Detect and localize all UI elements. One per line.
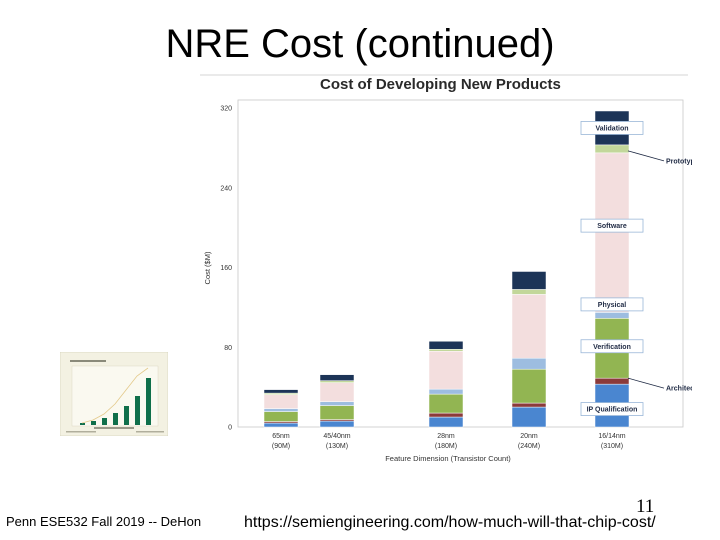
chart-title: Cost of Developing New Products bbox=[320, 76, 561, 93]
callout-label: Verification bbox=[593, 344, 631, 351]
bar-segment-prototype bbox=[511, 289, 547, 295]
callout-box bbox=[580, 297, 644, 312]
x-tick-label: 20nm bbox=[520, 433, 538, 440]
bars bbox=[263, 110, 630, 428]
x-axis-title: Feature Dimension (Transistor Count) bbox=[385, 454, 511, 463]
bar-segment-validation bbox=[428, 341, 464, 350]
callout-pointer bbox=[627, 377, 665, 389]
y-tick-label: 240 bbox=[220, 185, 232, 192]
bar-segment-software bbox=[319, 382, 355, 402]
bar-segment-physical bbox=[263, 408, 299, 412]
callout-label: IP Qualification bbox=[587, 407, 638, 414]
bar-segment-validation bbox=[319, 374, 355, 381]
x-tick-sublabel: (180M) bbox=[435, 443, 457, 450]
callout-label: Prototype bbox=[666, 158, 692, 165]
callout-label: Architecture bbox=[666, 386, 692, 393]
y-tick-label: 80 bbox=[224, 345, 232, 352]
bar-segment-software bbox=[263, 394, 299, 409]
callout-label: Physical bbox=[598, 302, 626, 309]
x-tick-label: 45/40nm bbox=[323, 433, 350, 440]
bar-segment-architecture bbox=[594, 377, 630, 385]
bar-segment-ip_qualification bbox=[511, 406, 547, 428]
bar-segment-physical bbox=[428, 388, 464, 395]
bar-segment-software bbox=[594, 152, 630, 313]
callout-pointer bbox=[627, 150, 665, 162]
slide-number: 11 bbox=[636, 496, 655, 517]
bar-segment-validation bbox=[263, 389, 299, 394]
bar-segment-architecture bbox=[428, 412, 464, 418]
bar-segment-prototype bbox=[428, 348, 464, 352]
bar-segment-physical bbox=[594, 312, 630, 319]
y-tick-label: 0 bbox=[228, 425, 232, 432]
bar-segment-ip_qualification bbox=[428, 416, 464, 428]
footer-course: Penn ESE532 Fall 2019 -- DeHon bbox=[6, 514, 202, 529]
bar-segment-prototype bbox=[594, 144, 630, 154]
y-tick-label: 160 bbox=[220, 265, 232, 272]
x-tick-sublabel: (130M) bbox=[326, 443, 348, 450]
x-tick-sublabel: (310M) bbox=[601, 443, 623, 450]
callout-box bbox=[580, 218, 644, 233]
x-tick-sublabel: (90M) bbox=[272, 443, 290, 450]
x-tick-sublabel: (240M) bbox=[518, 443, 540, 450]
x-tick-label: 28nm bbox=[437, 433, 455, 440]
x-tick-label: 16/14nm bbox=[598, 433, 625, 440]
bar-segment-validation bbox=[511, 271, 547, 290]
bar-segment-architecture bbox=[511, 402, 547, 408]
x-tick-label: 65nm bbox=[272, 433, 290, 440]
callout-box bbox=[580, 339, 644, 354]
bar-segment-verification bbox=[428, 393, 464, 414]
x-axis: 65nm (90M) 45/40nm (130M) 28nm (180M) 20nm (240… bbox=[272, 433, 626, 450]
bar-segment-physical bbox=[319, 401, 355, 406]
callout-label: Software bbox=[597, 223, 627, 230]
callout-box bbox=[580, 402, 644, 416]
bar-segment-physical bbox=[511, 357, 547, 370]
bar-segment-verification bbox=[263, 411, 299, 422]
slide-title: NRE Cost (continued) bbox=[165, 22, 555, 66]
bar-segment-software bbox=[511, 294, 547, 359]
callouts: Validation Prototype Software Physical Verif… bbox=[580, 121, 692, 416]
source-link[interactable]: https://semiengineering.com/how-much-wil… bbox=[244, 514, 656, 531]
y-tick-label: 320 bbox=[220, 106, 232, 113]
bar-segment-prototype bbox=[319, 380, 355, 383]
y-axis-title: Cost ($M) bbox=[203, 251, 212, 284]
cost-chart: Cost of Developing New Products 0 80 160 24… bbox=[200, 74, 692, 463]
thumbnail-chart-image bbox=[60, 352, 168, 436]
y-axis: 0 80 160 240 320 bbox=[220, 106, 232, 432]
bar-segment-software bbox=[428, 350, 464, 390]
bar-segment-ip_qualification bbox=[263, 422, 299, 428]
bar-segment-verification bbox=[319, 405, 355, 420]
bar-segment-verification bbox=[511, 368, 547, 404]
callout-label: Validation bbox=[595, 125, 628, 132]
bar-segment-ip_qualification bbox=[319, 420, 355, 428]
callout-box bbox=[580, 121, 644, 135]
